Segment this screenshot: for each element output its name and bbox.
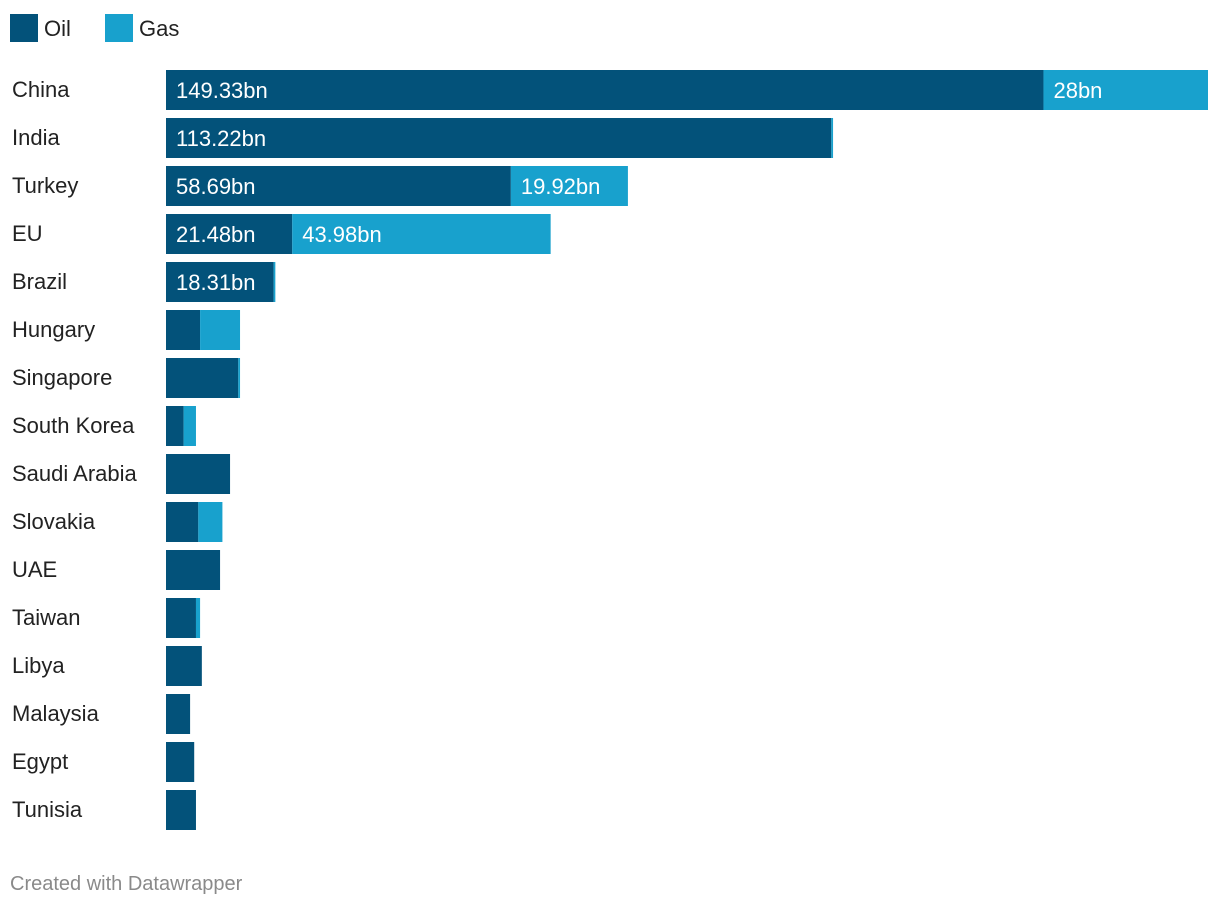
legend: Oil Gas [10, 14, 179, 42]
bar-oil-eu [166, 214, 293, 254]
bar-label-gas-turkey: 19.92bn [521, 174, 601, 199]
bar-oil-brazil [166, 262, 274, 302]
bar-oil-uae [166, 550, 221, 590]
legend-swatch-gas [105, 14, 133, 42]
category-label-malaysia: Malaysia [12, 701, 100, 726]
bar-oil-taiwan [166, 598, 196, 638]
bar-label-gas-eu: 43.98bn [302, 222, 382, 247]
bar-oil-libya [166, 646, 202, 686]
bar-oil-egypt [166, 742, 195, 782]
bar-oil-hungary [166, 310, 201, 350]
category-label-tunisia: Tunisia [12, 797, 83, 822]
category-label-brazil: Brazil [12, 269, 67, 294]
category-label-taiwan: Taiwan [12, 605, 80, 630]
bar-gas-taiwan [195, 598, 201, 638]
bar-gas-hungary [200, 310, 241, 350]
bar-oil-saudi-arabia [166, 454, 231, 494]
category-label-singapore: Singapore [12, 365, 112, 390]
category-labels: China India Turkey EU Brazil Hungary Singapore… [12, 77, 138, 822]
bar-oil-tunisia [166, 790, 196, 830]
category-label-hungary: Hungary [12, 317, 95, 342]
bar-oil-india [166, 118, 832, 158]
bar-oil-malaysia [166, 694, 191, 734]
bar-gas-south-korea [183, 406, 196, 446]
bar-label-oil-china: 149.33bn [176, 78, 268, 103]
category-label-india: India [12, 125, 60, 150]
category-label-uae: UAE [12, 557, 57, 582]
bar-label-gas-china: 28bn [1053, 78, 1102, 103]
bar-oil-singapore [166, 358, 239, 398]
bar-label-oil-eu: 21.48bn [176, 222, 256, 247]
bar-gas-slovakia [198, 502, 223, 542]
bars: 149.33bn 28bn 113.22bn 58.69bn 19.92bn 21.48b… [166, 70, 1208, 830]
legend-label-oil: Oil [44, 16, 71, 41]
category-label-turkey: Turkey [12, 173, 78, 198]
category-label-saudi-arabia: Saudi Arabia [12, 461, 138, 486]
bar-gas-turkey [510, 166, 628, 206]
bar-gas-india [831, 118, 834, 158]
bar-gas-singapore [238, 358, 241, 398]
legend-swatch-oil [10, 14, 38, 42]
category-label-china: China [12, 77, 70, 102]
category-label-south-korea: South Korea [12, 413, 135, 438]
footer-credit: Created with Datawrapper [10, 873, 243, 895]
bar-oil-slovakia [166, 502, 199, 542]
bar-oil-turkey [166, 166, 511, 206]
bar-label-oil-turkey: 58.69bn [176, 174, 256, 199]
category-label-egypt: Egypt [12, 749, 68, 774]
category-label-libya: Libya [12, 653, 65, 678]
bar-label-oil-brazil: 18.31bn [176, 270, 256, 295]
legend-label-gas: Gas [139, 16, 179, 41]
bar-gas-china [1043, 70, 1208, 110]
bar-gas-eu [292, 214, 551, 254]
category-label-slovakia: Slovakia [12, 509, 96, 534]
bar-label-oil-india: 113.22bn [176, 126, 266, 151]
bar-oil-china [166, 70, 1044, 110]
bar-gas-brazil [273, 262, 276, 302]
bar-oil-south-korea [166, 406, 184, 446]
category-label-eu: EU [12, 221, 43, 246]
